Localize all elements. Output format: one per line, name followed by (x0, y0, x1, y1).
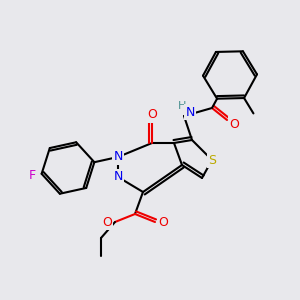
Text: O: O (147, 109, 157, 122)
Text: S: S (208, 154, 216, 166)
Text: O: O (102, 215, 112, 229)
Text: N: N (113, 170, 123, 184)
Text: F: F (28, 169, 35, 182)
Text: H: H (178, 101, 186, 111)
Text: O: O (229, 118, 239, 130)
Text: N: N (113, 151, 123, 164)
Text: N: N (185, 106, 195, 118)
Text: O: O (158, 215, 168, 229)
